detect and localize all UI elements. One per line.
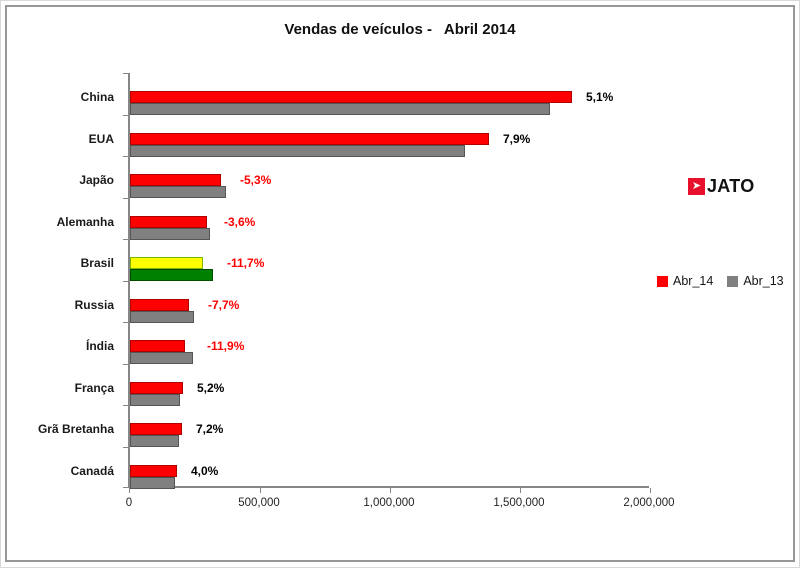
x-axis-tick-label-2: 1,000,000 xyxy=(363,497,415,509)
bar-abr13-canada xyxy=(130,477,175,489)
pct-label-brasil: -11,7% xyxy=(227,256,265,270)
legend-swatch-abr14-icon xyxy=(657,275,668,287)
bar-abr14-franca xyxy=(130,382,183,394)
legend: Abr_14 Abr_13 xyxy=(657,274,784,288)
y-axis-tick-5 xyxy=(123,281,128,282)
category-label-eua: EUA xyxy=(88,132,114,146)
bar-abr14-russia xyxy=(130,299,189,311)
jato-logo-text: JATO xyxy=(707,176,755,196)
bar-abr14-india xyxy=(130,340,185,352)
bar-abr13-alemanha xyxy=(130,228,210,240)
legend-label-abr13: Abr_13 xyxy=(743,274,784,288)
chart-frame xyxy=(5,5,795,562)
pct-label-russia: -7,7% xyxy=(208,298,240,312)
bar-abr13-china xyxy=(130,103,550,115)
category-label-china: China xyxy=(80,90,114,104)
y-axis-tick-0 xyxy=(123,73,128,74)
legend-item-abr13: Abr_13 xyxy=(727,274,784,288)
bar-abr13-franca xyxy=(130,394,180,406)
legend-item-abr14: Abr_14 xyxy=(657,274,713,288)
y-axis-tick-9 xyxy=(123,447,128,448)
pct-label-china: 5,1% xyxy=(586,90,614,104)
legend-label-abr14: Abr_14 xyxy=(673,274,714,288)
jato-logo: ➤ JATO xyxy=(688,176,755,197)
category-label-japao: Japão xyxy=(79,173,114,187)
pct-label-eua: 7,9% xyxy=(503,132,531,146)
x-axis-tick-4 xyxy=(650,488,651,493)
chart-title: Vendas de veículos - Abril 2014 xyxy=(284,21,516,38)
bar-abr13-japao xyxy=(130,186,226,198)
bar-abr13-brasil xyxy=(130,269,213,281)
y-axis-tick-7 xyxy=(123,364,128,365)
x-axis-tick-label-3: 1,500,000 xyxy=(493,497,545,509)
bar-abr14-canada xyxy=(130,465,177,477)
y-axis-tick-1 xyxy=(123,115,128,116)
category-label-russia: Russia xyxy=(74,298,114,312)
y-axis-tick-6 xyxy=(123,322,128,323)
pct-label-india: -11,9% xyxy=(207,339,245,353)
x-axis-tick-3 xyxy=(520,488,521,493)
bar-abr13-gra-bretanha xyxy=(130,435,179,447)
y-axis-tick-3 xyxy=(123,198,128,199)
category-label-brasil: Brasil xyxy=(80,256,114,270)
jato-arrow-icon: ➤ xyxy=(688,178,705,195)
y-axis-tick-4 xyxy=(123,239,128,240)
plot-area xyxy=(123,73,651,493)
bar-abr14-japao xyxy=(130,174,221,186)
pct-label-japao: -5,3% xyxy=(240,173,272,187)
bar-abr14-alemanha xyxy=(130,216,207,228)
category-label-franca: França xyxy=(74,381,114,395)
y-axis-tick-2 xyxy=(123,156,128,157)
x-axis-tick-1 xyxy=(260,488,261,493)
category-label-india: Índia xyxy=(85,339,114,353)
bar-abr13-russia xyxy=(130,311,194,323)
category-label-gra-bretanha: Grã Bretanha xyxy=(37,422,114,436)
category-label-canada: Canadá xyxy=(70,464,114,478)
x-axis-tick-label-4: 2,000,000 xyxy=(623,497,675,509)
bar-abr13-eua xyxy=(130,145,465,157)
bar-abr13-india xyxy=(130,352,193,364)
bar-abr14-gra-bretanha xyxy=(130,423,182,435)
legend-swatch-abr13-icon xyxy=(727,275,739,287)
bar-abr14-eua xyxy=(130,133,489,145)
y-axis-tick-8 xyxy=(123,405,128,406)
x-axis-tick-2 xyxy=(390,488,391,493)
pct-label-gra-bretanha: 7,2% xyxy=(196,422,224,436)
bar-abr14-china xyxy=(130,91,572,103)
pct-label-canada: 4,0% xyxy=(191,464,219,478)
x-axis-tick-label-1: 500,000 xyxy=(238,497,280,509)
pct-label-franca: 5,2% xyxy=(197,381,225,395)
pct-label-alemanha: -3,6% xyxy=(224,215,256,229)
category-label-alemanha: Alemanha xyxy=(56,215,114,229)
x-axis-tick-0 xyxy=(129,488,130,493)
y-axis-tick-10 xyxy=(123,487,128,488)
bar-abr14-brasil xyxy=(130,257,203,269)
x-axis-tick-label-0: 0 xyxy=(125,497,133,509)
